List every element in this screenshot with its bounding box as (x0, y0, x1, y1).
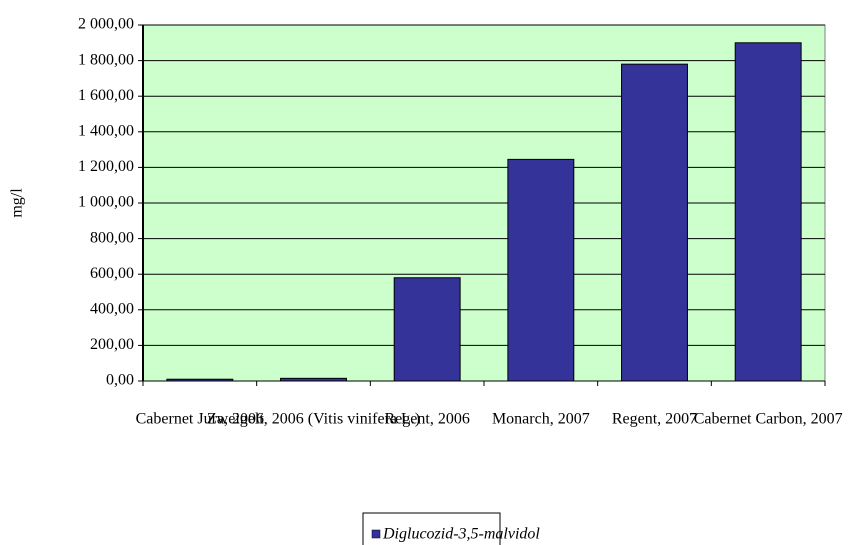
y-tick-label: 1 000,00 (78, 194, 134, 211)
y-tick-label: 0,00 (106, 372, 134, 389)
y-tick-label: 800,00 (90, 229, 134, 246)
x-tick-label: Cabernet Jura, 2006 (136, 411, 264, 428)
legend-box (362, 512, 501, 545)
x-tick-label: Regent, 2006 (385, 411, 470, 428)
x-tick-label: Cabernet Carbon, 2007 (694, 411, 843, 428)
y-tick-label: 1 200,00 (78, 158, 134, 175)
x-tick-label: Zweigelt, 2006 (Vitis vinifera L.) (207, 411, 420, 428)
x-tick-label: Monarch, 2007 (492, 411, 590, 428)
bar (393, 277, 461, 382)
y-tick-label: 1 600,00 (78, 87, 134, 104)
bar (734, 42, 802, 382)
y-tick-label: 200,00 (90, 336, 134, 353)
bar (621, 63, 688, 382)
y-tick-label: 1 400,00 (78, 122, 134, 139)
x-tick-label: Regent, 2007 (612, 411, 697, 428)
bar (166, 378, 234, 382)
bar (280, 377, 347, 382)
y-axis-label: mg/l (9, 188, 26, 218)
bar (507, 158, 575, 382)
y-tick-label: 600,00 (90, 265, 134, 282)
y-tick-label: 2 000,00 (78, 16, 134, 33)
legend-label: Diglucozid-3,5-malvidol (382, 526, 540, 543)
y-tick-label: 1 800,00 (78, 51, 134, 68)
legend-swatch (371, 529, 381, 539)
y-tick-label: 400,00 (90, 300, 134, 317)
